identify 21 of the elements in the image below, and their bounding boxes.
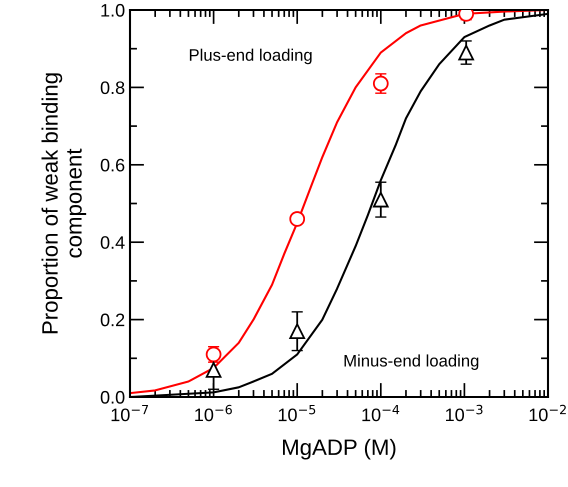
x-tick-label: 10$^{−2}$: [530, 404, 566, 422]
annotation: Minus-end loading: [344, 354, 478, 370]
y-tick-label: 0.6: [100, 158, 124, 172]
point: [289, 211, 306, 227]
x-tick-label: 10$^{−7}$: [112, 404, 148, 422]
point: [372, 192, 389, 208]
x-axis-title: MgADP (M): [282, 438, 396, 460]
y-tick-label: 0.2: [100, 314, 124, 326]
x-tick-label: 10$^{−3}$: [446, 404, 483, 422]
y-tick-label: 1.0: [101, 4, 124, 17]
point: [372, 76, 389, 92]
y-tick-label: 0.0: [100, 390, 124, 404]
annotation: Plus-end loading: [190, 48, 312, 64]
point: [206, 362, 222, 378]
x-tick-label: 10$^{−6}$: [195, 404, 232, 422]
y-axis-title: Proportion of weak binding component: [42, 73, 86, 334]
y-tick-label: 0.8: [100, 81, 124, 94]
x-tick-label: 10$^{−5}$: [278, 404, 316, 422]
point: [289, 323, 306, 340]
x-tick-label: 10$^{−4}$: [362, 404, 400, 422]
y-tick-label: 0.4: [100, 236, 125, 249]
